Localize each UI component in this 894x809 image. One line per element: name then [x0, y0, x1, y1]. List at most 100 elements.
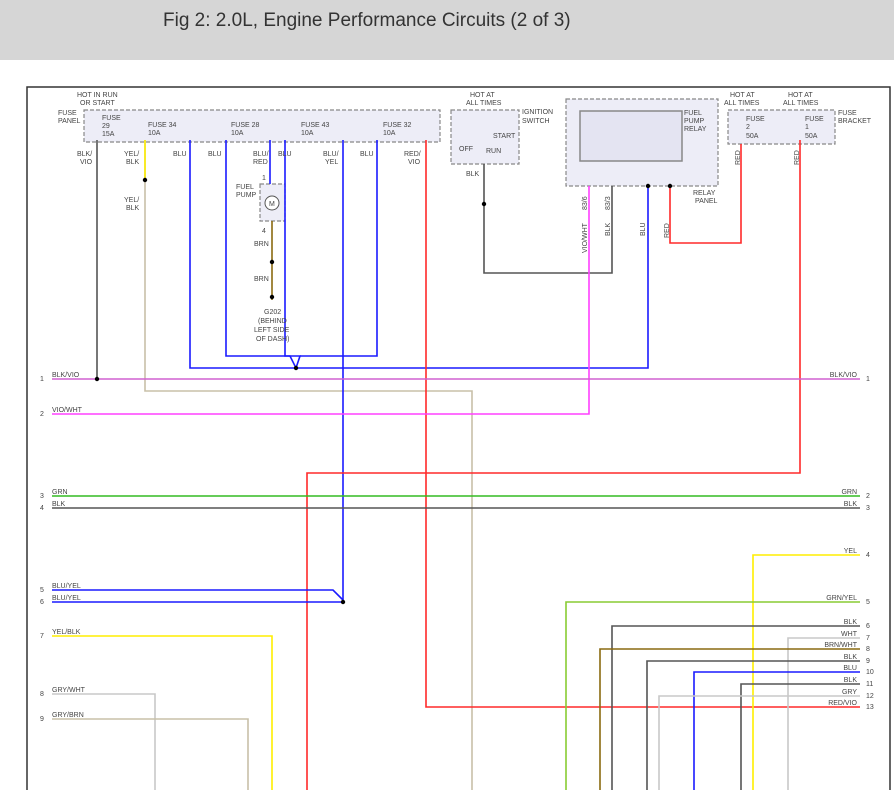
- left-wire-label: BLU/YEL: [52, 595, 81, 602]
- motor-icon: [264, 195, 280, 211]
- right-wire-label: BLK: [844, 677, 858, 684]
- fuse-label: FUSE 43: [301, 122, 330, 129]
- wire-label: RED/: [404, 151, 421, 158]
- wire: [52, 186, 590, 415]
- splice-dot: [293, 365, 299, 371]
- wire-label: RED: [794, 150, 801, 165]
- label: HOT AT: [788, 92, 813, 99]
- wire-label: BLK: [126, 205, 140, 212]
- wire-label: BLU/: [323, 151, 339, 158]
- wire: [52, 635, 273, 790]
- fuse-label: FUSE 28: [231, 122, 260, 129]
- wire-label: BLK: [126, 159, 140, 166]
- fuse-panel-box: [83, 109, 441, 143]
- wire-label: BLU: [208, 151, 222, 158]
- wire: [483, 164, 613, 274]
- wire-label: RED: [253, 159, 268, 166]
- fuel-pump-relay: [579, 110, 683, 162]
- left-wire-label: BLK: [52, 501, 66, 508]
- right-wire-label: BLK: [844, 619, 858, 626]
- splice-dot: [269, 259, 275, 265]
- left-pin-number: 8: [40, 691, 44, 698]
- right-pin-number: 2: [866, 493, 870, 500]
- left-wire-label: BLU/YEL: [52, 583, 81, 590]
- right-pin-number: 12: [866, 693, 874, 700]
- wire-label: BLU/: [253, 151, 269, 158]
- wire-label: BLK: [466, 171, 480, 178]
- wire: [752, 554, 860, 790]
- label: FUEL: [684, 110, 702, 117]
- right-pin-number: 11: [866, 681, 873, 688]
- fuse-label: 10A: [383, 130, 396, 137]
- wire-label: BRN: [254, 276, 269, 283]
- right-wire-label: GRN: [841, 489, 857, 496]
- right-wire-label: RED/VIO: [828, 700, 857, 707]
- wire-label: YEL: [325, 159, 338, 166]
- label: SWITCH: [522, 118, 550, 125]
- right-pin-number: 10: [866, 669, 874, 676]
- wire: [565, 601, 860, 790]
- fuse-label: 15A: [102, 131, 115, 138]
- wire-label: YEL/: [124, 197, 139, 204]
- left-pin-number: 4: [40, 505, 44, 512]
- label: OR START: [80, 100, 115, 107]
- splice-dot: [94, 376, 100, 382]
- wire-label: RED: [735, 150, 742, 165]
- label: HOT IN RUN: [77, 92, 118, 99]
- wire: [669, 144, 742, 244]
- wire-label: BLK/: [77, 151, 92, 158]
- right-pin-number: 4: [866, 552, 870, 559]
- label: FUSE: [58, 110, 77, 117]
- splice-dot: [481, 201, 487, 207]
- fuse-label: 10A: [301, 130, 314, 137]
- wire: [284, 140, 302, 369]
- left-pin-number: 2: [40, 411, 44, 418]
- right-wire-label: GRN/YEL: [826, 595, 857, 602]
- wire-label: VIO/WHT: [582, 222, 589, 253]
- label: HOT AT: [470, 92, 495, 99]
- label: PANEL: [695, 198, 718, 205]
- wire: [52, 589, 344, 601]
- splice-dot: [667, 183, 673, 189]
- fuse-label: FUSE 32: [383, 122, 412, 129]
- label: START: [493, 133, 516, 140]
- right-pin-number: 6: [866, 623, 870, 630]
- right-pin-number: 9: [866, 658, 870, 665]
- wire: [599, 648, 860, 790]
- label: PANEL: [58, 118, 81, 125]
- label: RELAY: [684, 126, 707, 133]
- fuse-label: FUSE: [746, 116, 765, 123]
- right-wire-label: GRY: [842, 689, 857, 696]
- fuse-label: 29: [102, 123, 110, 130]
- ground-label: LEFT SIDE: [254, 327, 290, 334]
- right-pin-number: 13: [866, 704, 874, 711]
- right-wire-label: BRN/WHT: [824, 642, 857, 649]
- right-wire-label: BLK/VIO: [830, 372, 858, 379]
- pin-label: 1: [262, 175, 266, 182]
- right-pin-number: 7: [866, 635, 870, 642]
- wire-label: BRN: [254, 241, 269, 248]
- left-pin-number: 3: [40, 493, 44, 500]
- right-wire-label: YEL: [844, 548, 857, 555]
- wire-label: VIO: [80, 159, 93, 166]
- connectors: 1 BLK/VIO 2 VIO/WHT 3 GRN 4 BLK 5 BLU/YEL 6 BLU/YEL…: [40, 372, 874, 723]
- label: ALL TIMES: [466, 100, 502, 107]
- wire: [646, 660, 860, 790]
- wire: [693, 671, 860, 790]
- wire-label: RED: [664, 223, 671, 238]
- header-bar: [0, 0, 894, 60]
- right-pin-number: 3: [866, 505, 870, 512]
- wire: [425, 140, 860, 708]
- right-pin-number: 8: [866, 646, 870, 653]
- label: PUMP: [684, 118, 705, 125]
- wire: [611, 625, 860, 790]
- ground-label: OF DASH): [256, 336, 289, 343]
- pin-label: 83/3: [605, 196, 612, 210]
- right-wire-label: BLK: [844, 501, 858, 508]
- right-wire-label: WHT: [841, 631, 858, 638]
- wire: [225, 140, 297, 369]
- fuse-label: 10A: [231, 130, 244, 137]
- fuse-label: FUSE 34: [148, 122, 177, 129]
- label: IGNITION: [522, 109, 553, 116]
